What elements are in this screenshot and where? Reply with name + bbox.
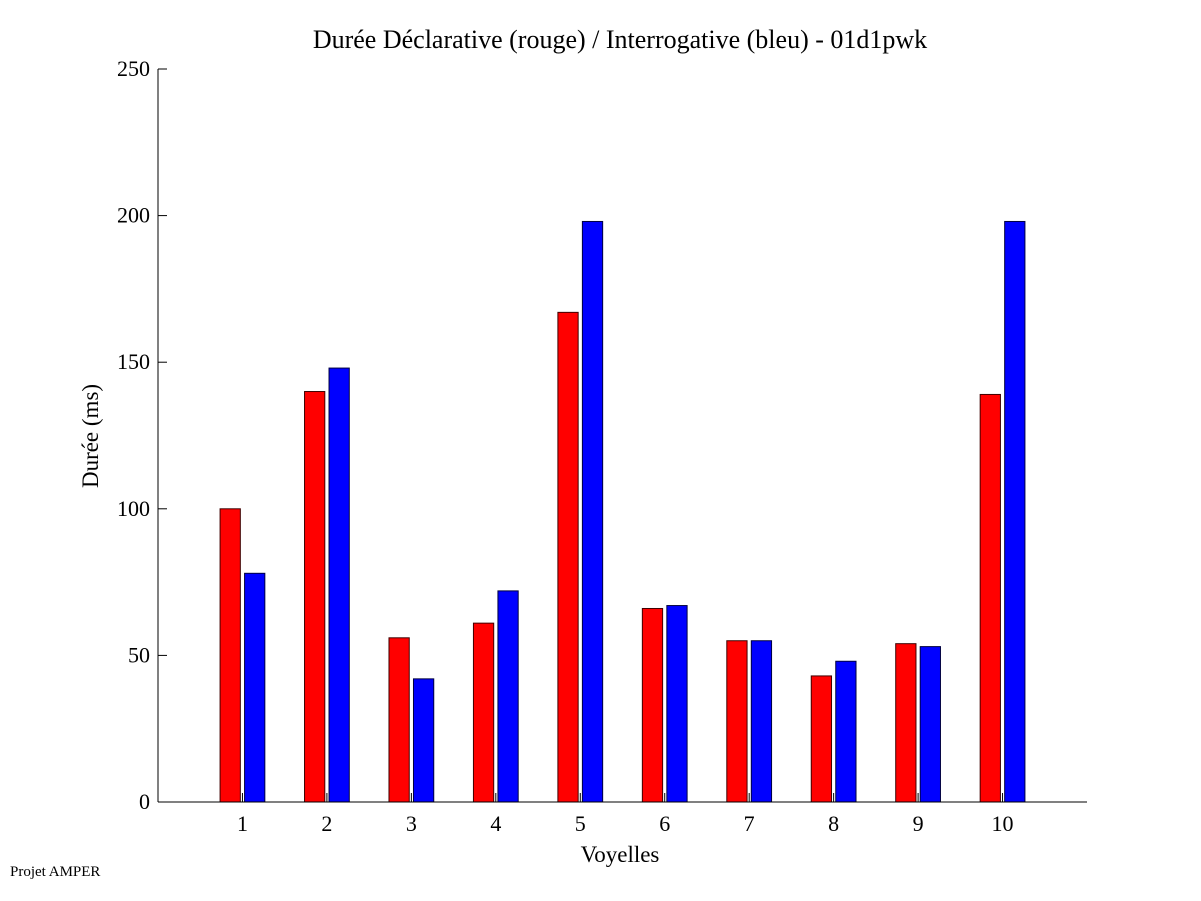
bar-déclarative-1: [219, 508, 241, 803]
bar-interrogative-1: [244, 572, 266, 803]
chart-title: Durée Déclarative (rouge) / Interrogativ…: [313, 25, 927, 54]
bar-interrogative-4: [497, 590, 519, 803]
y-tick-label: 0: [139, 789, 150, 814]
bar-déclarative-2: [304, 391, 326, 803]
bar-déclarative-8: [810, 675, 833, 803]
x-tick-label: 5: [575, 811, 586, 836]
bar-interrogative-8: [835, 660, 857, 803]
footer-credit: Projet AMPER: [10, 864, 101, 880]
bar-interrogative-9: [919, 646, 941, 803]
bar-interrogative-7: [750, 640, 773, 803]
bar-déclarative-4: [472, 622, 495, 803]
x-tick-label: 3: [406, 811, 417, 836]
y-tick-label: 250: [117, 56, 150, 81]
y-axis-label: Durée (ms): [78, 384, 103, 488]
x-tick-label: 6: [659, 811, 670, 836]
x-tick-label: 9: [913, 811, 924, 836]
bar-déclarative-5: [557, 311, 579, 803]
bar-interrogative-3: [412, 678, 435, 803]
y-tick-label: 100: [117, 496, 150, 521]
y-tick-label: 50: [128, 642, 150, 667]
bar-déclarative-7: [726, 640, 748, 803]
x-tick-label: 7: [744, 811, 755, 836]
bar-interrogative-6: [666, 605, 688, 803]
bar-interrogative-10: [1004, 220, 1026, 803]
bar-interrogative-5: [581, 220, 604, 803]
y-tick-label: 150: [117, 349, 150, 374]
x-tick-label: 1: [237, 811, 248, 836]
y-tick-label: 200: [117, 203, 150, 228]
bar-interrogative-2: [328, 367, 350, 803]
bar-déclarative-6: [641, 607, 664, 803]
bar-déclarative-3: [388, 637, 410, 803]
x-axis-label: Voyelles: [581, 842, 660, 867]
x-tick-label: 2: [321, 811, 332, 836]
x-tick-label: 10: [992, 811, 1014, 836]
x-tick-label: 4: [490, 811, 501, 836]
bar-déclarative-9: [895, 643, 917, 803]
bar-déclarative-10: [979, 393, 1001, 803]
x-tick-label: 8: [828, 811, 839, 836]
